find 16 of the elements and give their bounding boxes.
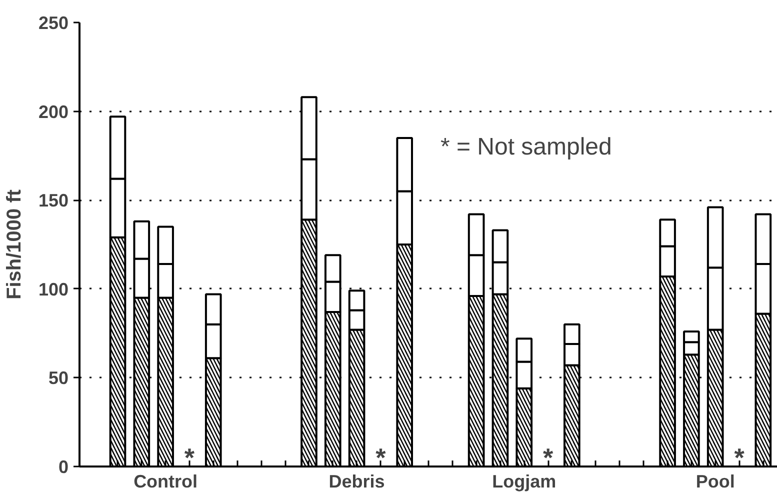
x-tick-label: Debris [328, 472, 385, 492]
x-tick-label: Control [134, 472, 198, 492]
text: * [734, 442, 744, 472]
text: * [184, 442, 195, 472]
text: * [376, 442, 386, 472]
y-axis-title: Fish/1000 ft [3, 189, 26, 300]
x-tick-label: Logjam [492, 472, 556, 492]
y-tick-label: 250 [38, 13, 69, 33]
x-tick-label: Pool [696, 472, 735, 492]
y-tick-label: 100 [38, 279, 69, 300]
annotation: * = Not sampled [440, 133, 612, 160]
y-tick-label: 200 [38, 102, 69, 122]
y-tick-label: 0 [58, 457, 69, 477]
y-tick-label: 150 [38, 190, 69, 211]
text: * [542, 442, 554, 472]
y-tick-label: 50 [48, 368, 69, 388]
